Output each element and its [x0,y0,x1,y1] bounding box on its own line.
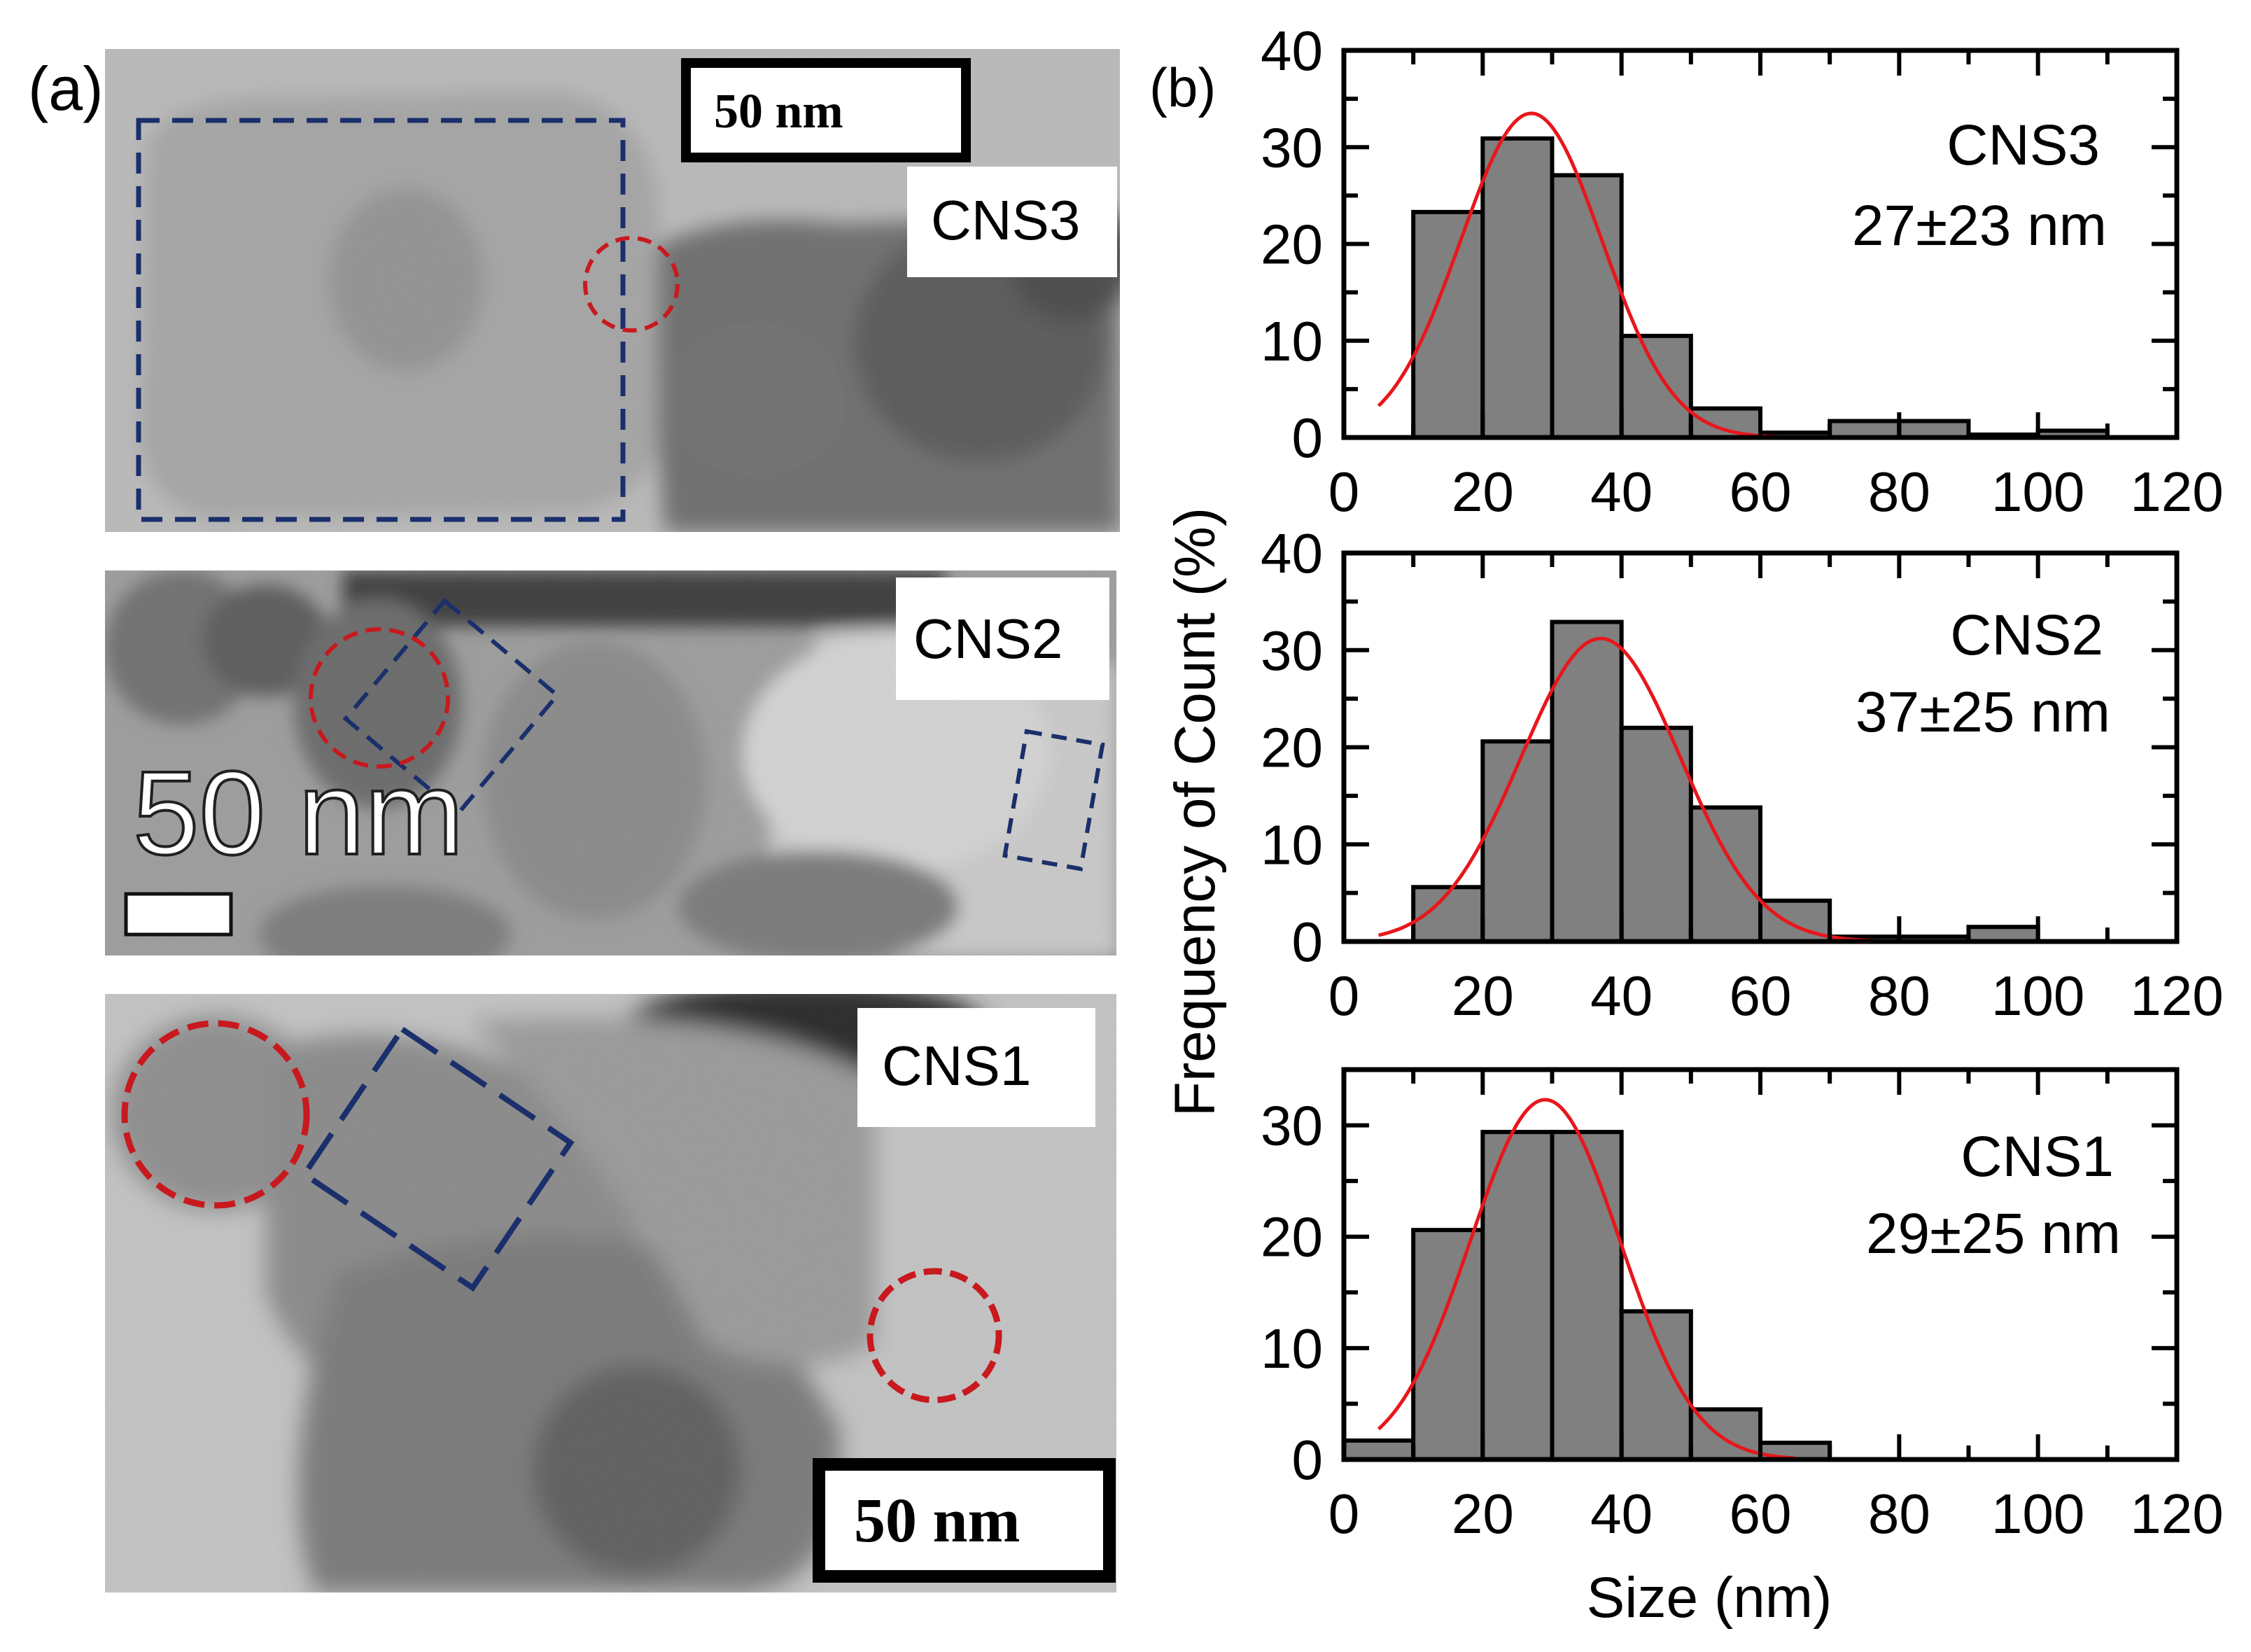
sample-label: CNS2 [913,608,1063,670]
x-tick-label: 80 [1868,965,1930,1027]
y-tick-label: 30 [1261,1095,1323,1157]
x-tick-label: 0 [1328,965,1360,1027]
sample-label-box [857,1008,1095,1127]
y-tick-label: 40 [1261,20,1323,82]
y-tick-label: 0 [1292,911,1324,973]
scale-bar [124,892,233,937]
x-axis-label: Size (nm) [1587,1566,1832,1630]
particle-highlight-circle [583,236,680,332]
histogram-bar [1688,805,1762,944]
scale-bar-text: 50 nm [714,85,843,139]
x-tick-label: 120 [2130,965,2223,1027]
tem-image-cns3: 50 nm CNS3 [105,49,1120,532]
particle-highlight-circle [309,627,450,769]
gaussian-fit-line [1377,1098,1795,1460]
sample-title: CNS1 [1961,1125,2114,1189]
histogram-cns2: 0 20 40 60 80 100 120 0 10 20 30 40 CNS2 37±25 nm [1261,522,2224,1027]
particle-highlight-rect [136,118,626,522]
x-tick-label: 20 [1452,461,1514,523]
size-annotation: 29±25 nm [1866,1202,2121,1266]
histogram-bar [1480,136,1555,440]
particle-highlight-circle [867,1268,1002,1404]
particle-highlight-rect [342,598,561,816]
x-tick-label: 60 [1730,461,1792,523]
x-tick-label: 120 [2130,461,2223,523]
y-tick-label: 30 [1261,620,1323,682]
panel-b-label: (b) [1149,57,1216,118]
y-tick-label: 0 [1292,407,1324,469]
histogram-bar [1619,333,1693,440]
sample-label-box [896,578,1109,700]
histogram-bar [1480,739,1555,944]
scale-bar-box [681,58,971,162]
y-tick-label: 10 [1261,310,1323,372]
histogram-bar [1897,419,1971,440]
scale-bar-text: 50 nm [854,1486,1021,1555]
y-tick-label: 20 [1261,214,1323,276]
particle-highlight-rect [1002,729,1105,872]
x-tick-label: 100 [1991,965,2084,1027]
y-axis-label: Frequency of Count (%) [1163,507,1227,1117]
x-tick-label: 40 [1590,1483,1653,1545]
x-tick-label: 0 [1328,1483,1360,1545]
x-tick-label: 100 [1991,461,2084,523]
sample-label-box [907,167,1117,277]
histogram-cns1: 0 20 40 60 80 100 120 0 10 20 30 CNS1 29±25 nm [1261,1067,2224,1545]
x-tick-label: 60 [1730,965,1792,1027]
scale-bar-text: 50 nm [133,747,463,880]
histogram-bar [1480,1130,1555,1462]
x-tick-label: 20 [1452,1483,1514,1545]
histogram-bar [1550,173,1624,440]
y-tick-label: 10 [1261,813,1323,876]
y-tick-label: 20 [1261,1206,1323,1268]
x-tick-label: 40 [1590,965,1653,1027]
x-tick-label: 80 [1868,1483,1930,1545]
x-tick-label: 120 [2130,1483,2223,1545]
panel-a-label: (a) [28,54,104,123]
tem-image-cns2: CNS2 50 nm [105,570,1116,955]
y-tick-label: 30 [1261,116,1323,178]
x-tick-label: 60 [1730,1483,1792,1545]
particle-highlight-circle [121,1020,310,1209]
x-tick-label: 80 [1868,461,1930,523]
particle-highlight-rect [300,1025,575,1292]
y-tick-label: 10 [1261,1317,1323,1380]
x-tick-label: 100 [1991,1483,2084,1545]
histogram-cns3: 0 20 40 60 80 100 120 0 10 20 30 40 CNS3 27±23 nm [1261,20,2224,523]
scale-bar-box [813,1458,1116,1583]
y-tick-label: 40 [1261,522,1323,584]
sample-title: CNS2 [1950,603,2103,667]
histogram-bar [1619,1309,1693,1462]
sample-label: CNS1 [882,1035,1031,1097]
histogram-bar [1342,1438,1416,1462]
histogram-bar [1411,209,1485,440]
x-tick-label: 40 [1590,461,1653,523]
y-tick-label: 20 [1261,717,1323,779]
tem-image-cns1: CNS1 50 nm [105,994,1116,1592]
size-annotation: 27±23 nm [1852,194,2107,258]
sample-label: CNS3 [931,189,1080,251]
histogram-bar [1550,1130,1624,1462]
histogram-bar [1411,1228,1485,1462]
y-tick-label: 0 [1292,1429,1324,1491]
x-tick-label: 20 [1452,965,1514,1027]
histogram-bar [1828,419,1902,440]
sample-title: CNS3 [1947,113,2100,177]
x-tick-label: 0 [1328,461,1360,523]
size-annotation: 37±25 nm [1856,680,2110,744]
